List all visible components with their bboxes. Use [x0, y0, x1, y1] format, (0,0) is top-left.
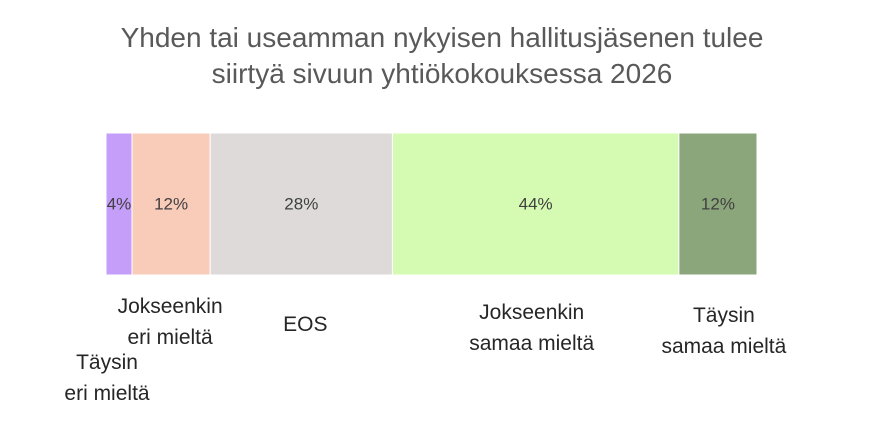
category-label-line: Jokseenkin: [117, 295, 223, 318]
bar-segment-5: [678, 132, 758, 276]
category-label-line: samaa mieltä: [661, 335, 787, 358]
data-label-1: 4%: [107, 195, 132, 214]
data-label-3: 28%: [284, 195, 318, 214]
category-label-line: Täysin: [76, 351, 138, 374]
category-label-line: EOS: [283, 313, 328, 336]
category-label-line: samaa mieltä: [469, 332, 595, 355]
bar-segment-3: [209, 132, 393, 276]
data-label-4: 44%: [519, 195, 553, 214]
category-label-5: Täysin samaa mieltä: [634, 300, 814, 362]
category-label-2: Jokseenkin eri mieltä: [80, 291, 260, 353]
category-label-line: Jokseenkin: [479, 301, 585, 324]
bar-segment-4: [391, 132, 680, 276]
category-label-line: eri mieltä: [127, 326, 213, 349]
data-label-5: 12%: [701, 195, 735, 214]
category-label-line: eri mieltä: [64, 382, 150, 405]
data-labels: 4% 12% 28% 44% 12%: [107, 195, 735, 214]
bar-segment-2: [131, 132, 211, 276]
category-label-4: Jokseenkin samaa mieltä: [442, 297, 622, 359]
category-label-3: EOS: [215, 309, 395, 340]
category-label-1: Täysin eri mieltä: [17, 347, 197, 409]
data-label-2: 12%: [154, 195, 188, 214]
category-label-line: Täysin: [692, 304, 755, 327]
chart-title: Yhden tai useamman nykyisen hallitusjäse…: [120, 22, 764, 89]
bar-segments: [105, 132, 758, 276]
bar-segment-1: [105, 132, 133, 276]
